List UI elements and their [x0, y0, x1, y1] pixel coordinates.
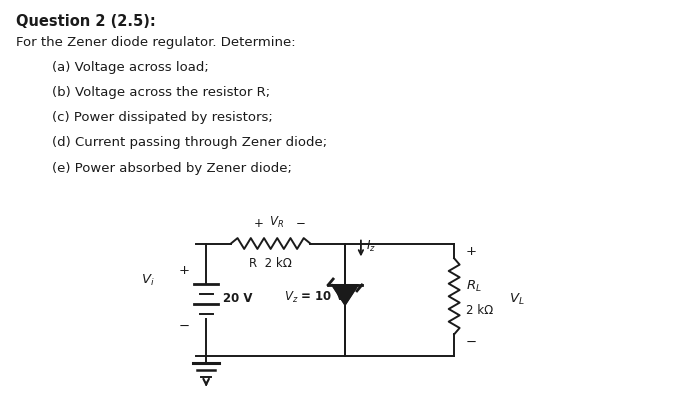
Text: 2 kΩ: 2 kΩ — [466, 304, 494, 317]
Text: −: − — [466, 336, 477, 349]
Text: R  2 kΩ: R 2 kΩ — [249, 258, 292, 270]
Text: −: − — [295, 217, 305, 230]
Text: $V_L$: $V_L$ — [509, 292, 524, 307]
Text: $I_z$: $I_z$ — [366, 239, 376, 254]
Text: For the Zener diode regulator. Determine:: For the Zener diode regulator. Determine… — [15, 36, 295, 50]
Text: (b) Voltage across the resistor R;: (b) Voltage across the resistor R; — [52, 86, 270, 99]
Text: (c) Power dissipated by resistors;: (c) Power dissipated by resistors; — [52, 111, 273, 124]
Text: $V_R$: $V_R$ — [269, 215, 284, 230]
Polygon shape — [332, 285, 358, 305]
Text: 20 V: 20 V — [223, 292, 253, 305]
Text: (d) Current passing through Zener diode;: (d) Current passing through Zener diode; — [52, 136, 328, 149]
Text: +: + — [254, 217, 264, 230]
Text: $V_z$ = 10 V: $V_z$ = 10 V — [284, 290, 346, 305]
Text: −: − — [178, 320, 190, 333]
Text: (e) Power absorbed by Zener diode;: (e) Power absorbed by Zener diode; — [52, 162, 293, 175]
Text: $R_L$: $R_L$ — [466, 279, 482, 294]
Text: Question 2 (2.5):: Question 2 (2.5): — [15, 14, 155, 29]
Text: $V_i$: $V_i$ — [141, 272, 155, 287]
Text: (a) Voltage across load;: (a) Voltage across load; — [52, 61, 209, 74]
Text: +: + — [178, 264, 190, 277]
Text: +: + — [466, 245, 477, 258]
